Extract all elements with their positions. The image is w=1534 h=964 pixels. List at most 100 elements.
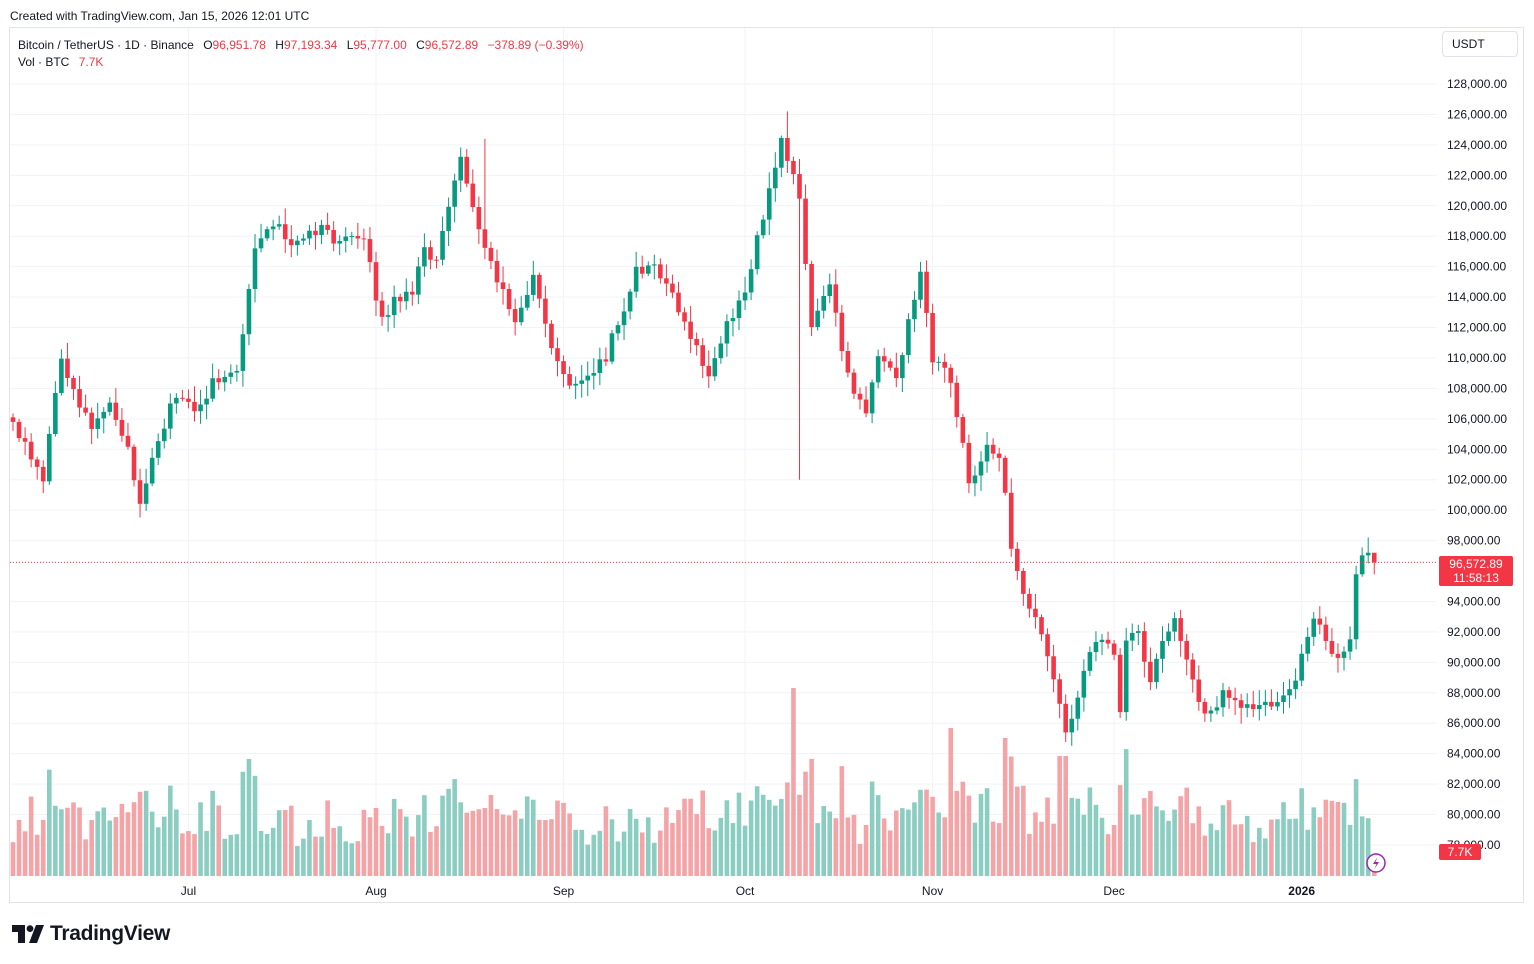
volume-bar-up <box>524 796 530 876</box>
candle-down <box>1190 659 1196 680</box>
volume-bar-up <box>1341 802 1347 876</box>
candle-down <box>1317 618 1323 625</box>
volume-bar-down <box>1250 842 1256 876</box>
volume-bars <box>10 688 1377 876</box>
candle-down <box>361 238 367 240</box>
candle-down <box>494 260 500 283</box>
volume-bar-down <box>65 807 70 876</box>
volume-bar-down <box>1015 786 1020 876</box>
volume-bar-down <box>77 807 82 876</box>
candle-up <box>633 266 639 292</box>
legend-symbol[interactable]: Bitcoin / TetherUS · 1D · Binance <box>18 38 194 52</box>
candle-down <box>791 160 796 175</box>
volume-bar-down <box>410 836 415 876</box>
volume-bar-up <box>234 834 240 876</box>
currency-unit-button[interactable]: USDT <box>1442 31 1518 57</box>
candle-down <box>1269 701 1274 707</box>
volume-bar-up <box>301 838 306 876</box>
volume-tag-value: 7.7K <box>1448 845 1473 859</box>
tradingview-logo[interactable]: TradingView <box>12 922 170 946</box>
volume-bar-down <box>543 820 548 876</box>
candle-down <box>113 402 119 420</box>
candle-up <box>1129 632 1135 641</box>
volume-bar-down <box>28 796 34 876</box>
volume-bar-up <box>821 806 826 876</box>
candle-down <box>500 282 506 290</box>
volume-bar-down <box>1335 801 1341 876</box>
volume-bar-down <box>670 823 675 876</box>
candle-down <box>482 229 488 248</box>
volume-bar-down <box>845 817 851 876</box>
volume-bar-down <box>313 836 318 876</box>
volume-bar-down <box>851 814 857 876</box>
candle-down <box>410 291 415 295</box>
candle-down <box>797 174 802 199</box>
volume-bar-up <box>228 834 234 876</box>
candle-down <box>464 156 470 184</box>
candle-up <box>524 294 530 308</box>
candle-down <box>1178 618 1183 641</box>
legend-low-value: 95,777.00 <box>353 38 407 52</box>
volume-bar-down <box>470 810 476 876</box>
time-tick-label: Aug <box>365 884 386 898</box>
candle-down <box>1226 690 1232 698</box>
candle-up <box>936 361 941 363</box>
candle-up <box>1208 710 1214 714</box>
tradingview-brand: TradingView <box>50 922 171 945</box>
legend-change: −378.89 (−0.39%) <box>487 38 584 52</box>
candle-down <box>639 266 645 274</box>
price-tick-label: 86,000.00 <box>1447 716 1501 730</box>
candle-up <box>1359 555 1365 575</box>
candle-up <box>579 380 584 384</box>
price-tick-label: 128,000.00 <box>1447 77 1507 91</box>
price-tick-label: 122,000.00 <box>1447 168 1507 182</box>
volume-bar-up <box>1166 820 1171 876</box>
volume-bar-up <box>258 830 264 876</box>
volume-bar-down <box>942 817 947 876</box>
volume-bar-up <box>391 798 397 876</box>
candle-up <box>1341 651 1347 658</box>
legend-volume-label[interactable]: Vol · BTC <box>18 55 70 69</box>
candle-down <box>706 365 712 377</box>
volume-bar-up <box>730 823 736 876</box>
volume-bar-down <box>1190 823 1196 876</box>
candle-up <box>440 230 445 260</box>
candle-down <box>1057 679 1062 704</box>
candle-up <box>652 264 657 266</box>
volume-bar-up <box>1129 814 1135 876</box>
volume-bar-up <box>1093 804 1099 876</box>
candle-down <box>700 345 705 366</box>
volume-bar-up <box>458 802 463 876</box>
candle-down <box>16 421 22 439</box>
candle-up <box>446 206 451 231</box>
candle-down <box>1021 570 1026 594</box>
volume-bar-up <box>1305 829 1310 876</box>
legend-high-value: 97,193.34 <box>283 38 338 52</box>
candle-down <box>960 417 966 443</box>
candle-up <box>615 325 621 334</box>
candle-up <box>337 240 342 244</box>
volume-bar-up <box>936 812 941 876</box>
grid-lines <box>10 28 1437 876</box>
volume-bar-down <box>71 802 76 876</box>
lightning-icon[interactable] <box>1366 853 1386 873</box>
volume-bar-up <box>161 816 167 876</box>
volume-bar-up <box>573 829 578 876</box>
volume-bar-down <box>1117 785 1123 876</box>
volume-bar-down <box>930 796 935 876</box>
volume-bar-down <box>367 817 373 876</box>
candle-down <box>1142 631 1147 662</box>
price-axis: 128,000.00 126,000.00 124,000.00 122,000.00… <box>1447 77 1507 852</box>
candle-up <box>385 315 391 317</box>
volume-bar-down <box>887 830 893 876</box>
volume-bar-down <box>331 828 336 876</box>
candle-down <box>192 401 197 412</box>
volume-bar-down <box>1226 800 1232 876</box>
candle-down <box>428 247 433 260</box>
tradingview-logo-icon <box>12 925 44 943</box>
candle-down <box>22 438 28 442</box>
volume-bar-down <box>996 823 1002 876</box>
candle-up <box>319 224 324 235</box>
candle-up <box>645 265 651 274</box>
